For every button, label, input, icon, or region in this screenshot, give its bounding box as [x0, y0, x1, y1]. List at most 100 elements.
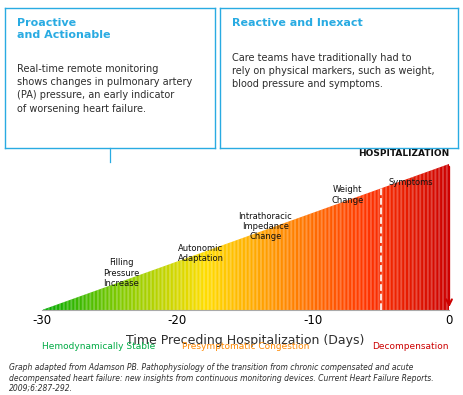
Polygon shape [308, 214, 309, 310]
Polygon shape [384, 187, 385, 310]
Polygon shape [198, 254, 199, 310]
Polygon shape [111, 285, 113, 310]
Polygon shape [138, 275, 139, 310]
Polygon shape [157, 268, 158, 310]
Polygon shape [441, 166, 442, 310]
Polygon shape [391, 184, 392, 310]
Polygon shape [271, 227, 273, 310]
Polygon shape [195, 254, 196, 310]
Polygon shape [92, 292, 93, 310]
Polygon shape [44, 308, 46, 310]
Polygon shape [361, 195, 362, 310]
Polygon shape [93, 291, 94, 310]
Polygon shape [320, 210, 321, 310]
Polygon shape [88, 293, 89, 310]
Polygon shape [362, 195, 363, 310]
Polygon shape [288, 222, 289, 310]
Polygon shape [243, 237, 244, 310]
Polygon shape [410, 178, 411, 310]
Polygon shape [426, 172, 427, 310]
Polygon shape [96, 290, 97, 310]
Polygon shape [139, 275, 141, 310]
Polygon shape [297, 218, 298, 310]
Polygon shape [200, 252, 202, 310]
Polygon shape [248, 235, 250, 310]
Polygon shape [51, 306, 52, 310]
Polygon shape [222, 245, 224, 310]
Polygon shape [97, 290, 99, 310]
Polygon shape [316, 211, 317, 310]
Polygon shape [263, 230, 264, 310]
Text: Autonomic
Adaptation: Autonomic Adaptation [177, 244, 224, 263]
Polygon shape [130, 278, 131, 310]
Polygon shape [241, 238, 243, 310]
Polygon shape [255, 233, 256, 310]
Polygon shape [328, 207, 330, 310]
Text: Reactive and Inexact: Reactive and Inexact [232, 18, 363, 28]
Polygon shape [49, 307, 50, 310]
Polygon shape [422, 173, 423, 310]
Polygon shape [104, 287, 106, 310]
Text: Decompensation: Decompensation [373, 342, 449, 351]
Polygon shape [430, 170, 432, 310]
X-axis label: Time Preceding Hospitalization (Days): Time Preceding Hospitalization (Days) [126, 334, 364, 347]
Polygon shape [188, 257, 190, 310]
Polygon shape [119, 282, 120, 310]
Polygon shape [373, 191, 375, 310]
Polygon shape [63, 302, 65, 310]
Polygon shape [217, 247, 218, 310]
Polygon shape [432, 170, 433, 310]
Polygon shape [425, 172, 426, 310]
Polygon shape [61, 303, 62, 310]
Polygon shape [372, 191, 373, 310]
Polygon shape [152, 270, 153, 310]
Polygon shape [377, 189, 378, 310]
Polygon shape [266, 229, 267, 310]
Polygon shape [401, 181, 403, 310]
Polygon shape [434, 169, 436, 310]
Polygon shape [419, 174, 420, 310]
Polygon shape [238, 239, 240, 310]
Polygon shape [445, 165, 446, 310]
Polygon shape [283, 223, 285, 310]
Polygon shape [62, 302, 63, 310]
Polygon shape [260, 231, 262, 310]
Polygon shape [175, 262, 176, 310]
Polygon shape [357, 197, 358, 310]
Polygon shape [301, 216, 302, 310]
Polygon shape [141, 274, 142, 310]
Polygon shape [149, 271, 150, 310]
Polygon shape [94, 291, 96, 310]
Polygon shape [442, 166, 444, 310]
Polygon shape [448, 164, 449, 310]
Polygon shape [153, 270, 154, 310]
Polygon shape [228, 243, 229, 310]
Polygon shape [338, 203, 339, 310]
Polygon shape [183, 259, 184, 310]
Polygon shape [142, 273, 144, 310]
Polygon shape [270, 228, 271, 310]
Polygon shape [399, 181, 400, 310]
Polygon shape [231, 242, 232, 310]
Polygon shape [427, 171, 429, 310]
Polygon shape [134, 276, 135, 310]
Polygon shape [337, 204, 338, 310]
Polygon shape [305, 215, 307, 310]
Polygon shape [298, 218, 300, 310]
Polygon shape [380, 188, 381, 310]
Polygon shape [54, 305, 55, 310]
Text: HOSPITALIZATION: HOSPITALIZATION [358, 149, 449, 158]
Polygon shape [302, 216, 304, 310]
Polygon shape [433, 169, 434, 310]
Polygon shape [446, 164, 448, 310]
Polygon shape [165, 265, 167, 310]
Polygon shape [164, 266, 165, 310]
Polygon shape [437, 168, 438, 310]
Polygon shape [116, 283, 118, 310]
Polygon shape [193, 256, 194, 310]
Polygon shape [144, 273, 145, 310]
Polygon shape [381, 188, 382, 310]
Polygon shape [176, 261, 177, 310]
Polygon shape [179, 260, 180, 310]
Polygon shape [187, 258, 188, 310]
